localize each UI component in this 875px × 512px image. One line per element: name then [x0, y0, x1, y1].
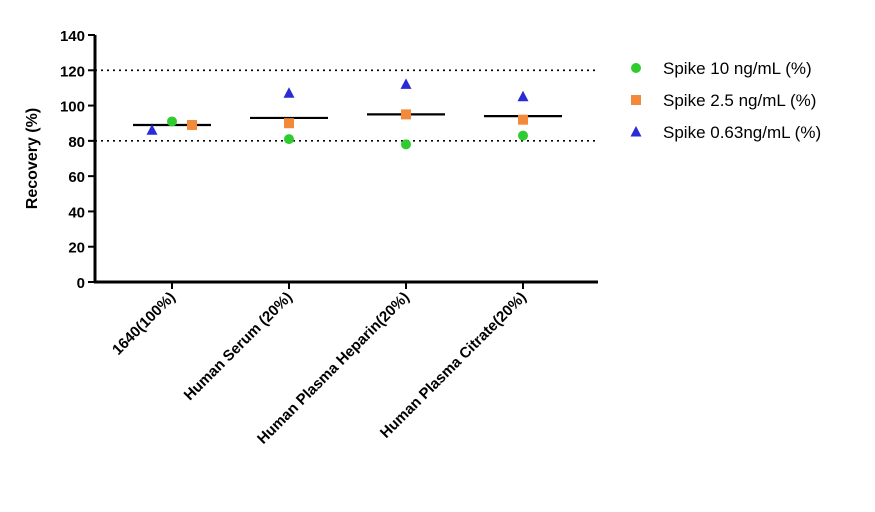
reference-lines [95, 69, 598, 142]
data-point-circle [284, 134, 294, 145]
legend: Spike 10 ng/mL (%) Spike 2.5 ng/mL (%) Spi… [630, 59, 821, 142]
legend-label: Spike 0.63ng/mL (%) [663, 123, 821, 142]
y-axis-label: Recovery (%) [24, 108, 41, 209]
data-point-triangle [400, 78, 412, 89]
y-tick-label: 100 [60, 99, 85, 116]
y-tick-label: 120 [60, 63, 85, 80]
data-point-circle [518, 130, 528, 141]
data-point-circle [167, 116, 177, 127]
data-point-triangle [283, 87, 295, 98]
data-point-square [401, 109, 411, 120]
data-point-triangle [146, 124, 158, 135]
y-tick-label: 60 [68, 169, 85, 186]
y-tick-label: 140 [60, 28, 85, 45]
legend-label: Spike 10 ng/mL (%) [663, 59, 812, 78]
data-point-square [187, 119, 197, 130]
data-point-circle [401, 139, 411, 150]
y-tick-label: 40 [68, 204, 85, 221]
y-ticks: 0 20 40 60 80 100 120 140 [60, 28, 95, 292]
y-tick-label: 80 [68, 134, 85, 151]
data-points [146, 78, 529, 150]
x-tick-label: Human Serum (20%) [181, 289, 296, 404]
data-point-triangle [517, 90, 529, 102]
data-point-square [518, 114, 528, 125]
legend-label: Spike 2.5 ng/mL (%) [663, 91, 816, 110]
legend-marker-circle [631, 63, 641, 73]
legend-marker-triangle [630, 126, 642, 137]
x-ticks: 1640(100%) Human Serum (20%)Human Plasma … [109, 282, 530, 448]
axes [93, 35, 598, 284]
y-tick-label: 0 [77, 275, 85, 292]
y-tick-label: 20 [68, 240, 85, 257]
legend-marker-square [631, 95, 641, 105]
x-tick-label: 1640(100%) [109, 289, 179, 359]
data-point-square [284, 118, 294, 129]
mean-lines [133, 113, 562, 127]
